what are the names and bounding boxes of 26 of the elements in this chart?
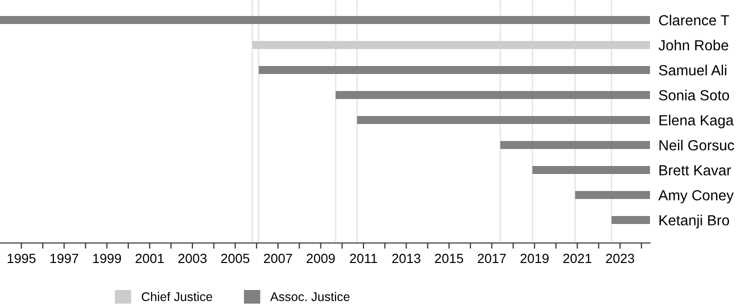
x-tick-label: 2005	[221, 254, 250, 264]
y-tick-label: Sonia Soto	[658, 90, 730, 100]
x-tick-label: 2013	[392, 254, 420, 264]
y-tick-label: Clarence T	[659, 14, 730, 26]
x-tick-label: 2003	[178, 254, 207, 264]
y-tick-label: Samuel Ali	[658, 64, 726, 76]
x-tick-label: 2021	[563, 254, 592, 264]
y-tick-label: Brett Kavar	[660, 165, 732, 176]
x-tick-label: 1997	[50, 254, 78, 264]
x-tick-label: 2017	[478, 254, 506, 264]
x-tick-label: 2019	[520, 254, 549, 264]
x-tick-label: 2011	[350, 254, 378, 264]
x-tick-label: 1999	[93, 254, 121, 264]
x-tick-label: 2001	[136, 254, 164, 264]
x-tick-label: 2015	[435, 254, 464, 264]
legend-label: Chief Justice	[142, 292, 212, 302]
y-tick-label: Amy Coney	[658, 190, 734, 204]
x-tick-label: 2007	[264, 254, 292, 264]
y-tick-label: Elena Kaga	[660, 114, 734, 128]
legend-label: Assoc. Justice	[270, 292, 350, 302]
y-tick-label: Ketanji Bro	[660, 214, 730, 228]
y-tick-label: Neil Gorsuc	[660, 140, 734, 150]
x-tick-label: 2009	[306, 254, 335, 264]
x-tick-label: 2023	[606, 254, 634, 264]
y-tick-label: John Robe	[658, 40, 728, 50]
x-tick-label: 1995	[8, 254, 36, 264]
